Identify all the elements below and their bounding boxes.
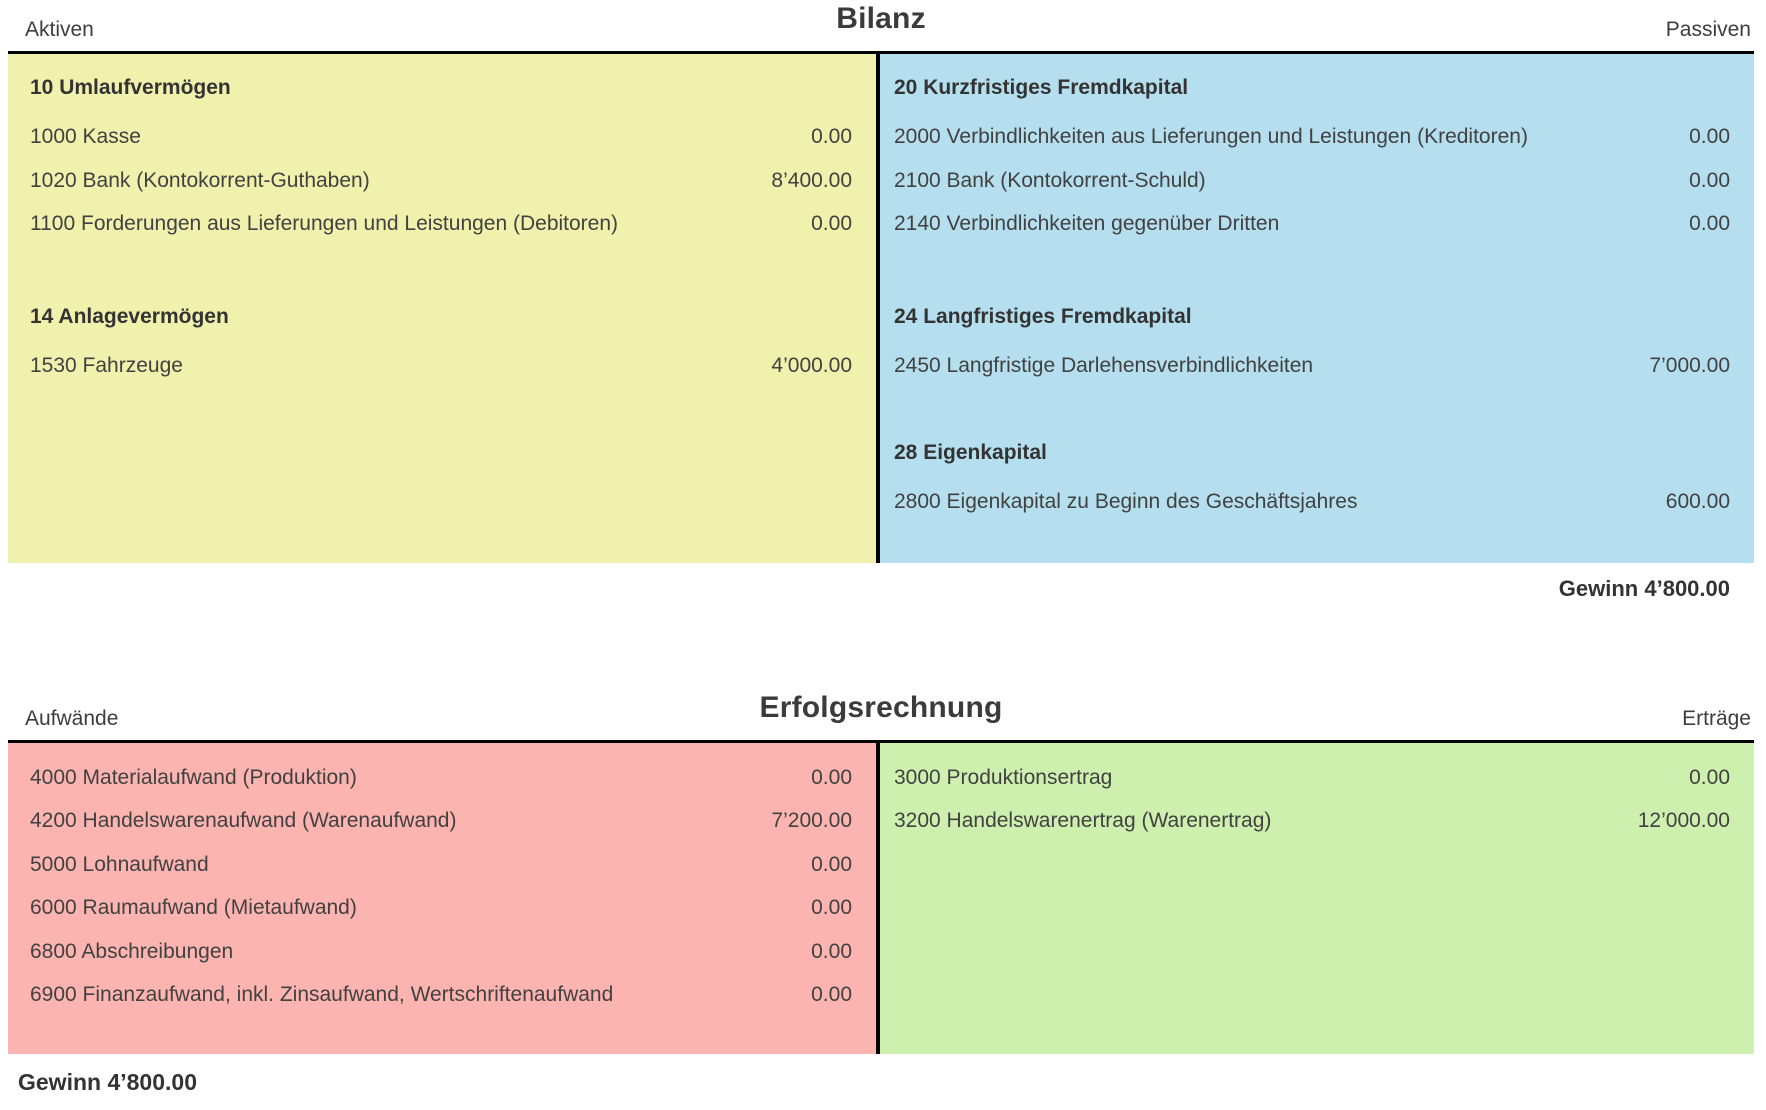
account-value: 0.00 (811, 983, 852, 1007)
bilanz-profit-line: Gewinn 4’800.00 (1558, 576, 1730, 601)
bilanz-center-divider (876, 54, 880, 563)
account-row: 2100 Bank (Kontokorrent-Schuld) 0.00 (894, 159, 1730, 203)
account-label: 6800 Abschreibungen (30, 939, 234, 963)
account-value: 600.00 (1665, 490, 1730, 514)
account-value: 0.00 (811, 939, 852, 963)
account-row: 2140 Verbindlichkeiten gegenüber Dritten… (894, 203, 1730, 247)
aktiven-panel: 10 Umlaufvermögen 1000 Kasse 0.00 1020 B… (8, 54, 876, 563)
account-value: 0.00 (811, 765, 852, 789)
group-header: 20 Kurzfristiges Fremdkapital (894, 75, 1189, 99)
passiven-label: Passiven (1665, 18, 1751, 41)
account-label: 1530 Fahrzeuge (30, 354, 183, 378)
account-label: 3200 Handelswarenertrag (Warenertrag) (894, 809, 1272, 833)
account-value: 0.00 (811, 896, 852, 920)
group-eigenkapital: 28 Eigenkapital 2800 Eigenkapital zu Beg… (894, 431, 1730, 524)
account-value: 12’000.00 (1637, 809, 1730, 833)
erfolgsrechnung-title: Erfolgsrechnung (759, 691, 1003, 724)
account-row: 6000 Raumaufwand (Mietaufwand) 0.00 (30, 887, 852, 931)
account-label: 4200 Handelswarenaufwand (Warenaufwand) (30, 809, 457, 833)
erfolgsrechnung-section: Aufwände Erfolgsrechnung Erträge 4000 Ma… (8, 689, 1754, 1098)
account-row: 2450 Langfristige Darlehensverbindlichke… (894, 345, 1730, 389)
account-row: 3200 Handelswarenertrag (Warenertrag) 12… (894, 800, 1730, 844)
account-label: 4000 Materialaufwand (Produktion) (30, 765, 357, 789)
account-value: 0.00 (1689, 765, 1730, 789)
account-value: 7’000.00 (1649, 354, 1730, 378)
erfolgsrechnung-header: Aufwände Erfolgsrechnung Erträge (8, 689, 1754, 743)
account-label: 5000 Lohnaufwand (30, 852, 209, 876)
account-label: 2450 Langfristige Darlehensverbindlichke… (894, 354, 1314, 378)
ertraege-panel: 3000 Produktionsertrag 0.00 3200 Handels… (880, 743, 1754, 1054)
account-row: 4000 Materialaufwand (Produktion) 0.00 (30, 756, 852, 800)
account-row: 3000 Produktionsertrag 0.00 (894, 756, 1730, 800)
account-label: 2000 Verbindlichkeiten aus Lieferungen u… (894, 125, 1528, 149)
account-label: 6000 Raumaufwand (Mietaufwand) (30, 896, 357, 920)
erfolgsrechnung-center-divider (876, 743, 880, 1054)
aktiven-label: Aktiven (25, 18, 94, 41)
account-row: 1530 Fahrzeuge 4’000.00 (30, 345, 852, 389)
account-row: 5000 Lohnaufwand 0.00 (30, 843, 852, 887)
bilanz-section: Aktiven Bilanz Passiven 10 Umlaufvermöge… (8, 0, 1754, 604)
account-value: 0.00 (1689, 212, 1730, 236)
erfolgsrechnung-profit-line: Gewinn 4’800.00 (18, 1069, 197, 1095)
account-value: 0.00 (811, 125, 852, 149)
account-label: 3000 Produktionsertrag (894, 765, 1113, 789)
account-label: 6900 Finanzaufwand, inkl. Zinsaufwand, W… (30, 983, 614, 1007)
group-kurzfristiges-fremdkapital: 20 Kurzfristiges Fremdkapital 2000 Verbi… (894, 66, 1730, 246)
account-row: 6800 Abschreibungen 0.00 (30, 930, 852, 974)
erfolgsrechnung-panels: 4000 Materialaufwand (Produktion) 0.00 4… (8, 743, 1754, 1054)
account-label: 1100 Forderungen aus Lieferungen und Lei… (30, 212, 619, 236)
account-value: 7’200.00 (771, 809, 852, 833)
account-row: 6900 Finanzaufwand, inkl. Zinsaufwand, W… (30, 974, 852, 1018)
account-row: 2000 Verbindlichkeiten aus Lieferungen u… (894, 116, 1730, 160)
account-value: 0.00 (1689, 168, 1730, 192)
account-value: 0.00 (811, 852, 852, 876)
bilanz-panels: 10 Umlaufvermögen 1000 Kasse 0.00 1020 B… (8, 54, 1754, 563)
account-label: 2140 Verbindlichkeiten gegenüber Dritten (894, 212, 1280, 236)
group-header: 14 Anlagevermögen (30, 304, 229, 328)
group-umlaufvermoegen: 10 Umlaufvermögen 1000 Kasse 0.00 1020 B… (30, 66, 852, 246)
aufwaende-label: Aufwände (25, 707, 119, 730)
account-row: 2800 Eigenkapital zu Beginn des Geschäft… (894, 481, 1730, 525)
account-value: 8’400.00 (771, 168, 852, 192)
group-header: 28 Eigenkapital (894, 440, 1047, 464)
account-value: 0.00 (811, 212, 852, 236)
group-header: 24 Langfristiges Fremdkapital (894, 304, 1192, 328)
account-label: 1020 Bank (Kontokorrent-Guthaben) (30, 168, 370, 192)
group-anlagevermoegen: 14 Anlagevermögen 1530 Fahrzeuge 4’000.0… (30, 295, 852, 388)
group-langfristiges-fremdkapital: 24 Langfristiges Fremdkapital 2450 Langf… (894, 295, 1730, 388)
account-row: 1100 Forderungen aus Lieferungen und Lei… (30, 203, 852, 247)
account-row: 1020 Bank (Kontokorrent-Guthaben) 8’400.… (30, 159, 852, 203)
bilanz-header: Aktiven Bilanz Passiven (8, 0, 1754, 54)
account-row: 4200 Handelswarenaufwand (Warenaufwand) … (30, 800, 852, 844)
bilanz-title: Bilanz (836, 2, 926, 35)
aufwaende-panel: 4000 Materialaufwand (Produktion) 0.00 4… (8, 743, 876, 1054)
account-label: 1000 Kasse (30, 125, 141, 149)
account-label: 2800 Eigenkapital zu Beginn des Geschäft… (894, 490, 1358, 514)
account-value: 0.00 (1689, 125, 1730, 149)
passiven-panel: 20 Kurzfristiges Fremdkapital 2000 Verbi… (880, 54, 1754, 563)
account-row: 1000 Kasse 0.00 (30, 116, 852, 160)
account-label: 2100 Bank (Kontokorrent-Schuld) (894, 168, 1206, 192)
group-header: 10 Umlaufvermögen (30, 75, 231, 99)
ertraege-label: Erträge (1682, 707, 1751, 730)
account-value: 4’000.00 (771, 354, 852, 378)
